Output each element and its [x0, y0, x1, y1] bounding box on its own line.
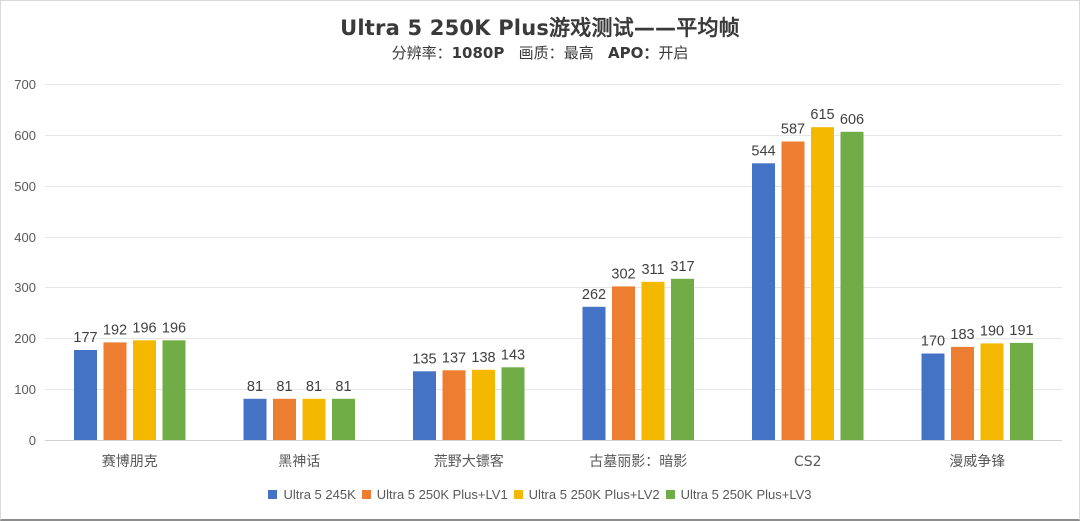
bar [1010, 342, 1033, 440]
bar [781, 141, 805, 440]
bar [612, 286, 635, 440]
bars [74, 127, 1033, 441]
x-tick-label: 古墓丽影：暗影 [589, 454, 687, 470]
y-tick-label: 400 [14, 230, 36, 245]
y-tick-label: 500 [14, 179, 36, 194]
bar [74, 350, 97, 440]
data-label: 192 [103, 322, 127, 338]
bar [752, 163, 775, 441]
data-label: 587 [781, 122, 805, 138]
legend-label: Ultra 5 250K Plus+LV1 [376, 487, 508, 502]
x-axis: 赛博朋克 黑神话 荒野大镖客 古墓丽影：暗影 CS2 漫威争锋 [102, 453, 1005, 470]
legend-swatch [513, 490, 523, 499]
data-label: 317 [670, 259, 694, 275]
data-label: 302 [611, 266, 635, 282]
legend-swatch [361, 490, 371, 499]
bar [951, 346, 974, 440]
data-label: 81 [247, 379, 263, 395]
y-axis: 0 100 200 300 400 500 600 700 [14, 77, 36, 448]
data-label: 81 [276, 379, 292, 395]
bar [413, 371, 436, 440]
bar [133, 340, 156, 440]
bar [980, 343, 1004, 440]
subtitle-quality-label: 画质： [518, 44, 564, 62]
bar [501, 367, 525, 440]
bar [162, 340, 186, 440]
y-tick-label: 0 [29, 433, 36, 448]
subtitle-apo-value: 开启 [658, 44, 689, 62]
data-label: 606 [840, 112, 864, 128]
data-label: 190 [980, 323, 1004, 339]
x-tick-label: 赛博朋克 [102, 453, 158, 470]
y-tick-label: 600 [14, 128, 36, 143]
subtitle-apo-label: APO： [608, 44, 659, 62]
data-label: 81 [335, 379, 351, 395]
legend-label: Ultra 5 250K Plus+LV2 [528, 487, 660, 502]
data-label: 615 [810, 107, 834, 123]
legend-label: Ultra 5 245K [283, 487, 356, 502]
data-labels: 177 192 196 196 81 81 81 81 135 137 138 143 262 302 31… [73, 107, 1033, 395]
chart-subtitle: 分辨率：1080P 画质：最高 APO：开启 [0, 42, 1080, 63]
bar [582, 306, 606, 440]
y-tick-label: 200 [14, 331, 36, 346]
gridlines [45, 84, 1062, 441]
data-label: 135 [412, 351, 436, 367]
data-label: 81 [306, 379, 322, 395]
data-label: 196 [162, 320, 186, 336]
legend-swatch [665, 490, 675, 499]
bar [243, 398, 267, 440]
legend-item: Ultra 5 250K Plus+LV3 [665, 487, 812, 502]
bar [273, 398, 296, 440]
legend-item: Ultra 5 250K Plus+LV2 [513, 487, 660, 502]
bar [840, 131, 864, 441]
legend: Ultra 5 245K Ultra 5 250K Plus+LV1 Ultra 5… [0, 487, 1080, 502]
bar [302, 398, 326, 440]
bar [103, 342, 127, 440]
y-tick-label: 300 [14, 280, 36, 295]
x-tick-label: 漫威争锋 [949, 454, 1005, 470]
data-label: 183 [950, 327, 974, 343]
data-label: 137 [442, 350, 466, 366]
bar [472, 369, 495, 440]
data-label: 311 [641, 262, 664, 278]
bar [442, 370, 466, 440]
legend-item: Ultra 5 245K [268, 487, 356, 502]
subtitle-resolution-value: 1080P [451, 44, 505, 62]
legend-swatch [268, 490, 278, 499]
bar [671, 278, 694, 440]
x-tick-label: 荒野大镖客 [434, 453, 504, 470]
bar [332, 398, 355, 440]
subtitle-quality-value: 最高 [563, 44, 594, 62]
x-tick-label: CS2 [794, 454, 822, 470]
bar [921, 353, 945, 440]
data-label: 143 [501, 347, 525, 363]
y-tick-label: 100 [14, 382, 36, 397]
legend-label: Ultra 5 250K Plus+LV3 [680, 487, 812, 502]
chart-title: Ultra 5 250K Plus游戏测试——平均帧 [340, 16, 740, 40]
bar [641, 281, 665, 440]
data-label: 262 [582, 287, 606, 303]
data-label: 170 [921, 334, 945, 350]
data-label: 191 [1009, 323, 1033, 339]
y-tick-label: 700 [14, 77, 36, 92]
data-label: 544 [751, 143, 775, 159]
legend-item: Ultra 5 250K Plus+LV1 [361, 487, 508, 502]
subtitle-resolution-label: 分辨率： [391, 44, 452, 62]
data-label: 196 [132, 320, 156, 336]
data-label: 138 [471, 350, 495, 366]
data-label: 177 [73, 330, 97, 346]
x-tick-label: 黑神话 [278, 454, 320, 470]
bar [811, 127, 834, 440]
